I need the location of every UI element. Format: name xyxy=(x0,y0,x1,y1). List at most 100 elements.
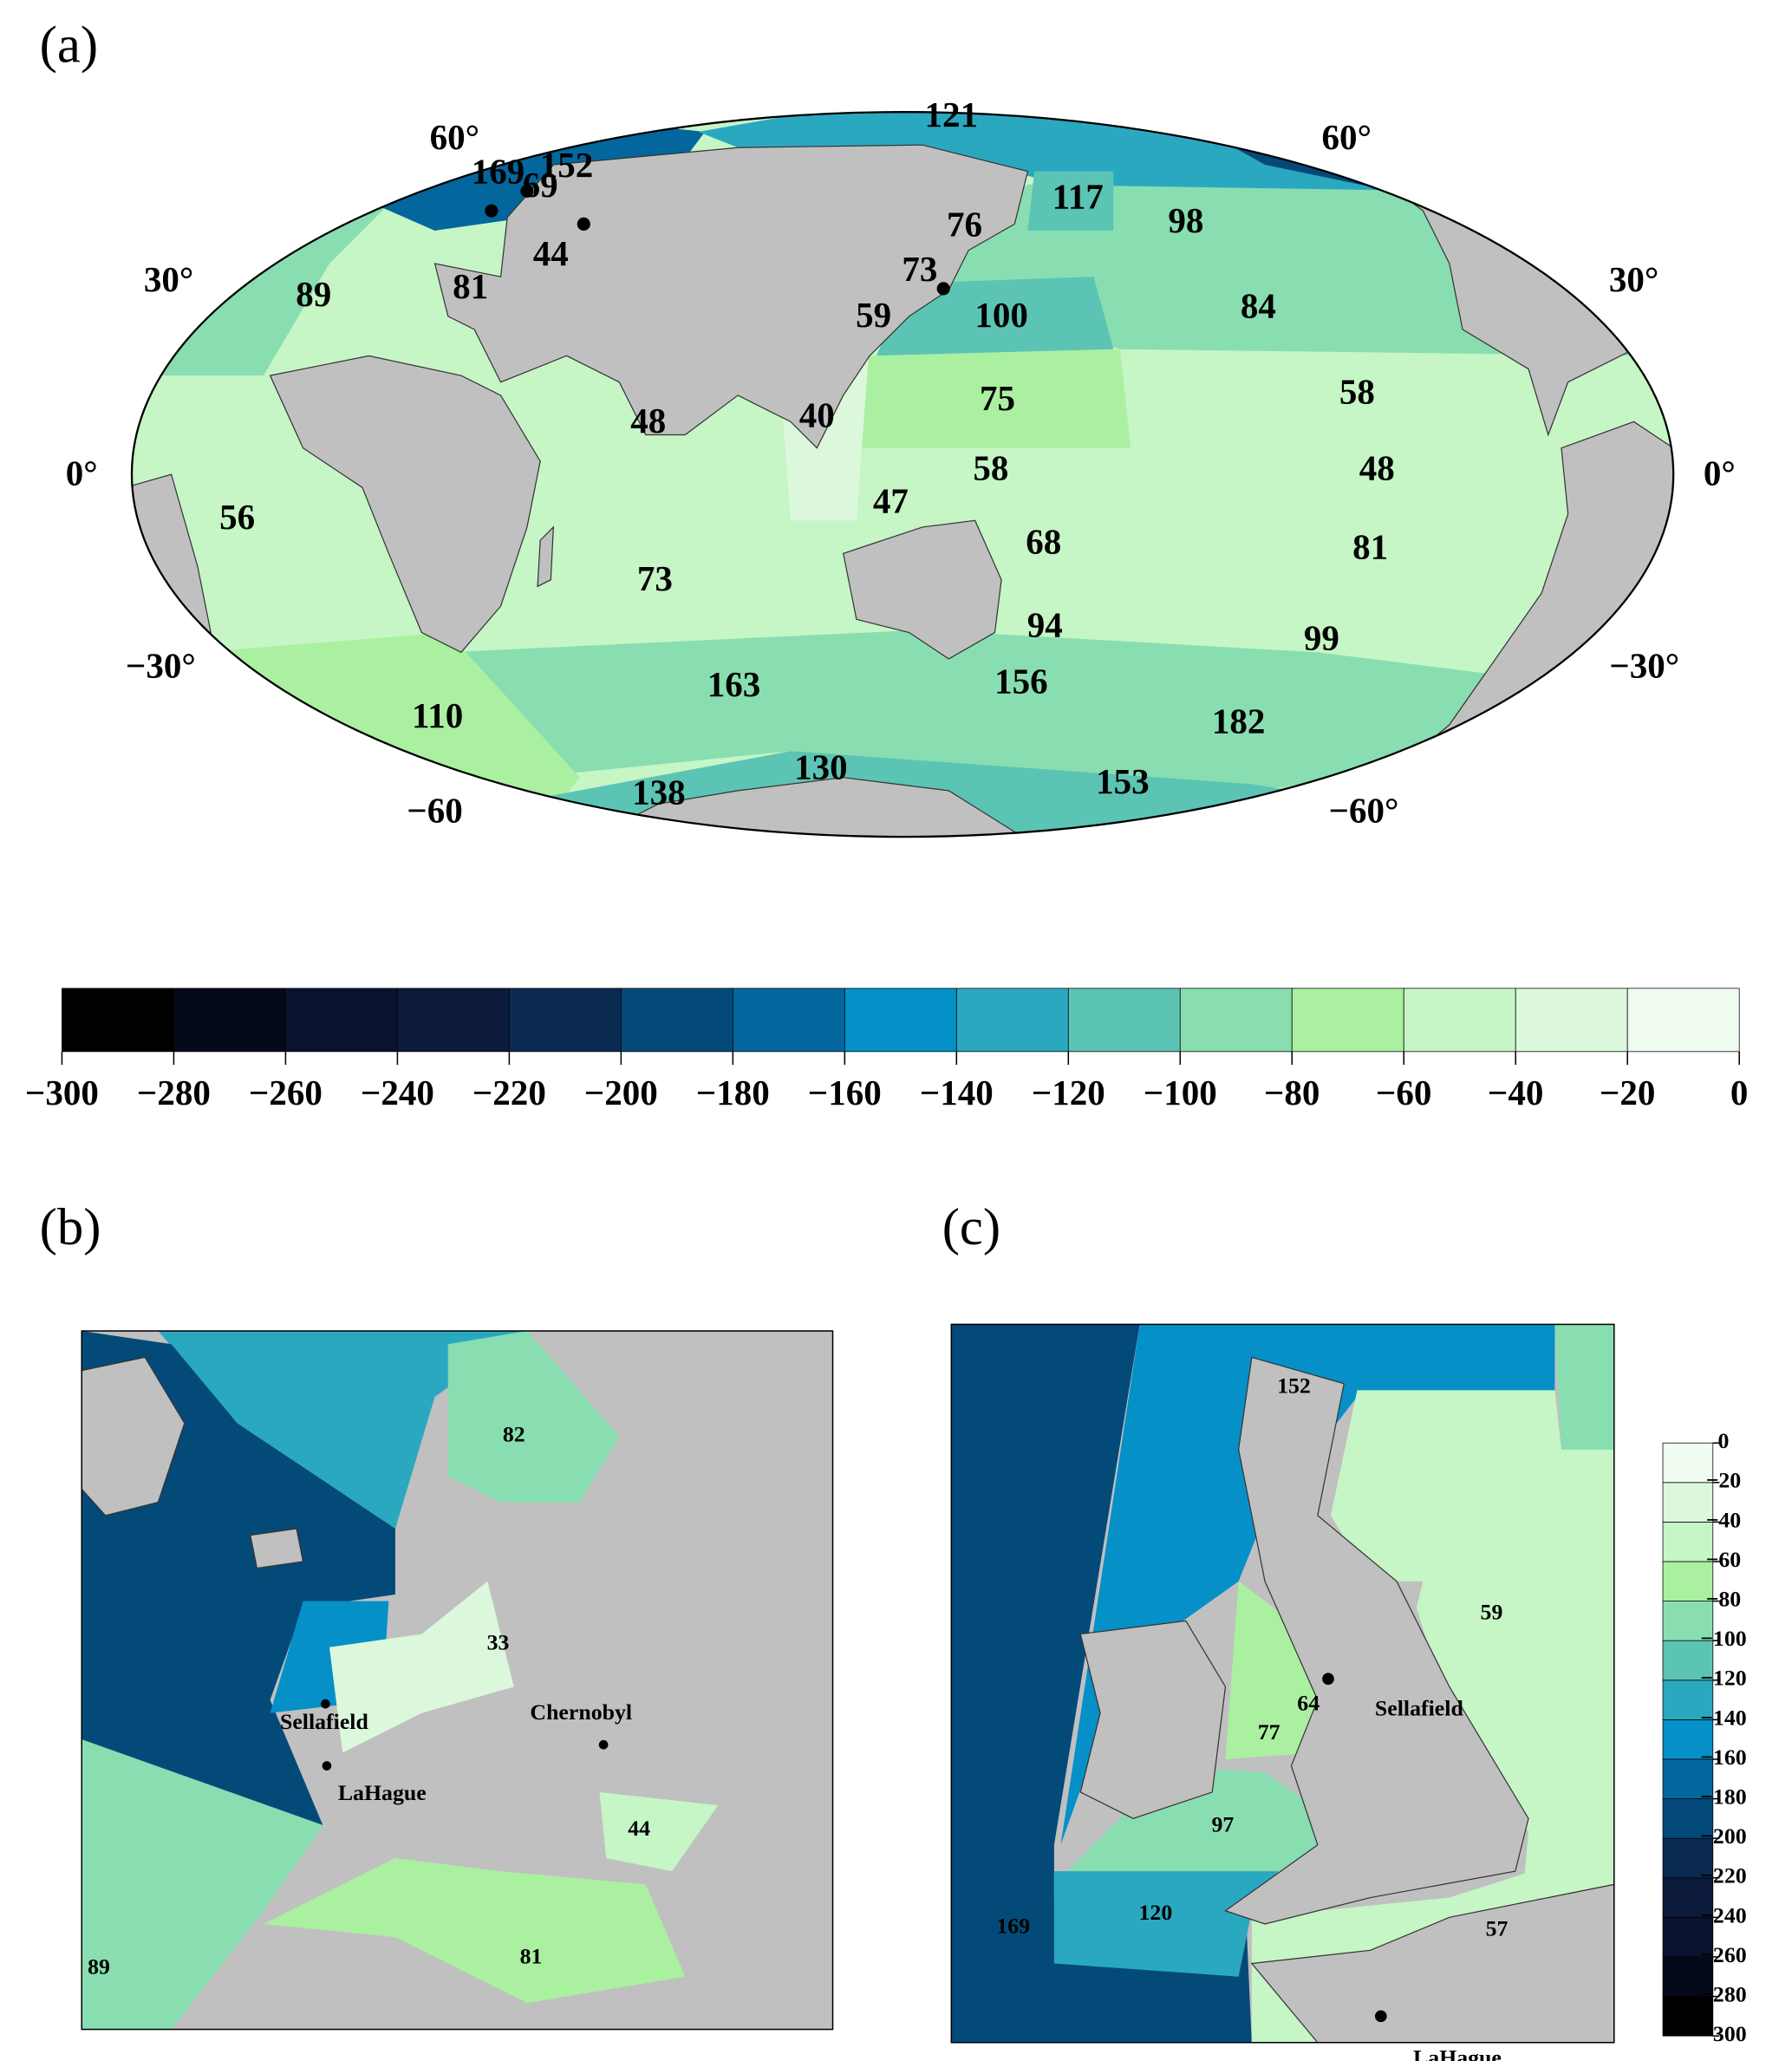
region-value: 44 xyxy=(628,1816,650,1841)
colorbar-segment xyxy=(1662,1482,1714,1523)
region-value: 163 xyxy=(707,664,761,704)
uk-map xyxy=(951,1324,1614,2043)
region-value: 97 xyxy=(1212,1811,1235,1836)
region-value: 76 xyxy=(947,204,982,244)
colorbar-segment xyxy=(1662,1877,1714,1918)
region-value: 117 xyxy=(1052,176,1104,216)
region-value: 89 xyxy=(88,1954,110,1979)
region-value: 169 xyxy=(472,152,525,192)
colorbar-tick-label: −140 xyxy=(1700,1705,1746,1730)
region-value: 169 xyxy=(996,1913,1030,1938)
colorbar-tick-label: −280 xyxy=(1700,1981,1746,2006)
colorbar-segment xyxy=(955,988,1069,1053)
region-value: 40 xyxy=(799,395,835,435)
region-value: 121 xyxy=(925,95,979,134)
colorbar-segment xyxy=(1403,988,1516,1053)
region-value: 110 xyxy=(412,695,463,735)
region-value: 59 xyxy=(856,295,891,335)
region-value: 120 xyxy=(1139,1900,1173,1925)
colorbar-tick-label: −300 xyxy=(1700,2021,1746,2046)
colorbar-segment xyxy=(1662,1601,1714,1641)
colorbar-tick-label: −80 xyxy=(1706,1587,1742,1612)
colorbar-tick-label: −200 xyxy=(584,1073,658,1112)
region-value: 89 xyxy=(296,274,331,314)
region-value: 138 xyxy=(632,772,686,812)
colorbar-tick-label: −180 xyxy=(1700,1784,1746,1809)
panel-label: (a) xyxy=(40,16,98,75)
region-value: 48 xyxy=(1359,448,1395,488)
colorbar-segment xyxy=(285,988,398,1053)
lat-label: −30° xyxy=(126,645,196,685)
colorbar-segment xyxy=(1067,988,1181,1053)
colorbar-tick-label: −220 xyxy=(472,1073,546,1112)
region-value: 57 xyxy=(1486,1915,1509,1940)
colorbar-tick-label: −120 xyxy=(1700,1666,1746,1691)
colorbar-tick-label: −120 xyxy=(1032,1073,1105,1112)
region-value: 44 xyxy=(533,233,569,273)
colorbar-segment xyxy=(1515,988,1628,1053)
lat-label: 60° xyxy=(1322,117,1372,157)
region-value: 69 xyxy=(523,165,558,205)
lat-label: 60° xyxy=(430,117,479,157)
colorbar-tick-label: −240 xyxy=(1700,1902,1746,1927)
colorbar-segment xyxy=(1662,1798,1714,1839)
region-value: 56 xyxy=(219,497,255,537)
lat-label: 0° xyxy=(66,453,98,493)
colorbar-segment xyxy=(1662,1442,1714,1484)
colorbar-segment xyxy=(62,988,174,1053)
colorbar-segment xyxy=(397,988,510,1053)
colorbar-segment xyxy=(732,988,845,1053)
region-value: 58 xyxy=(973,448,1008,488)
region-value: 59 xyxy=(1481,1600,1503,1625)
region-value: 75 xyxy=(980,378,1015,418)
region-value: 82 xyxy=(503,1422,525,1447)
region-value: 99 xyxy=(1304,618,1339,658)
colorbar-tick-label: −260 xyxy=(249,1073,323,1112)
colorbar-tick-label: −140 xyxy=(920,1073,994,1112)
colorbar-tick-label: 0 xyxy=(1717,1428,1729,1453)
colorbar-tick-label: −60 xyxy=(1706,1547,1742,1572)
panel-label: (c) xyxy=(942,1198,1000,1256)
colorbar-tick-label: 0 xyxy=(1730,1073,1749,1112)
colorbar-tick-label: −220 xyxy=(1700,1863,1746,1888)
region-value: 64 xyxy=(1297,1691,1320,1716)
region-value: 156 xyxy=(994,662,1048,701)
region-value: 33 xyxy=(487,1630,510,1655)
region-value: 81 xyxy=(520,1943,543,1968)
colorbar-segment xyxy=(1291,988,1404,1053)
region-value: 152 xyxy=(1277,1373,1311,1398)
region-value: 47 xyxy=(873,481,909,521)
colorbar-segment xyxy=(1662,1561,1714,1601)
colorbar-segment xyxy=(1662,1522,1714,1562)
colorbar-tick-label: −280 xyxy=(137,1073,211,1112)
colorbar-tick-label: −40 xyxy=(1706,1507,1742,1532)
colorbar-tick-label: −40 xyxy=(1488,1073,1543,1112)
colorbar-segment xyxy=(173,988,286,1053)
colorbar-segment xyxy=(620,988,733,1053)
colorbar-tick-label: −100 xyxy=(1700,1626,1746,1651)
lat-label: −60 xyxy=(407,791,462,831)
colorbar-tick-label: −20 xyxy=(1600,1073,1655,1112)
colorbar-tick-label: −80 xyxy=(1264,1073,1320,1112)
colorbar-tick-label: −240 xyxy=(361,1073,434,1112)
lat-label: −60° xyxy=(1329,791,1399,831)
colorbar-segment xyxy=(1662,1837,1714,1879)
colorbar-tick-label: −260 xyxy=(1700,1942,1746,1967)
colorbar-segment xyxy=(509,988,622,1053)
colorbar-segment xyxy=(844,988,957,1053)
lat-label: 0° xyxy=(1704,453,1736,493)
colorbar-segment xyxy=(1662,1719,1714,1760)
colorbar-tick-label: −200 xyxy=(1700,1823,1746,1849)
colorbar-segment xyxy=(1662,1916,1714,1958)
colorbar-tick-label: −60 xyxy=(1376,1073,1431,1112)
lat-label: 30° xyxy=(1609,259,1658,299)
region-value: 77 xyxy=(1258,1719,1280,1745)
region-value: 100 xyxy=(974,295,1028,335)
colorbar-tick-label: −100 xyxy=(1144,1073,1217,1112)
region-value: 130 xyxy=(794,747,848,787)
region-value: 152 xyxy=(540,145,594,185)
place-name: Sellafield xyxy=(1375,1696,1464,1721)
region-value: 48 xyxy=(630,401,666,440)
